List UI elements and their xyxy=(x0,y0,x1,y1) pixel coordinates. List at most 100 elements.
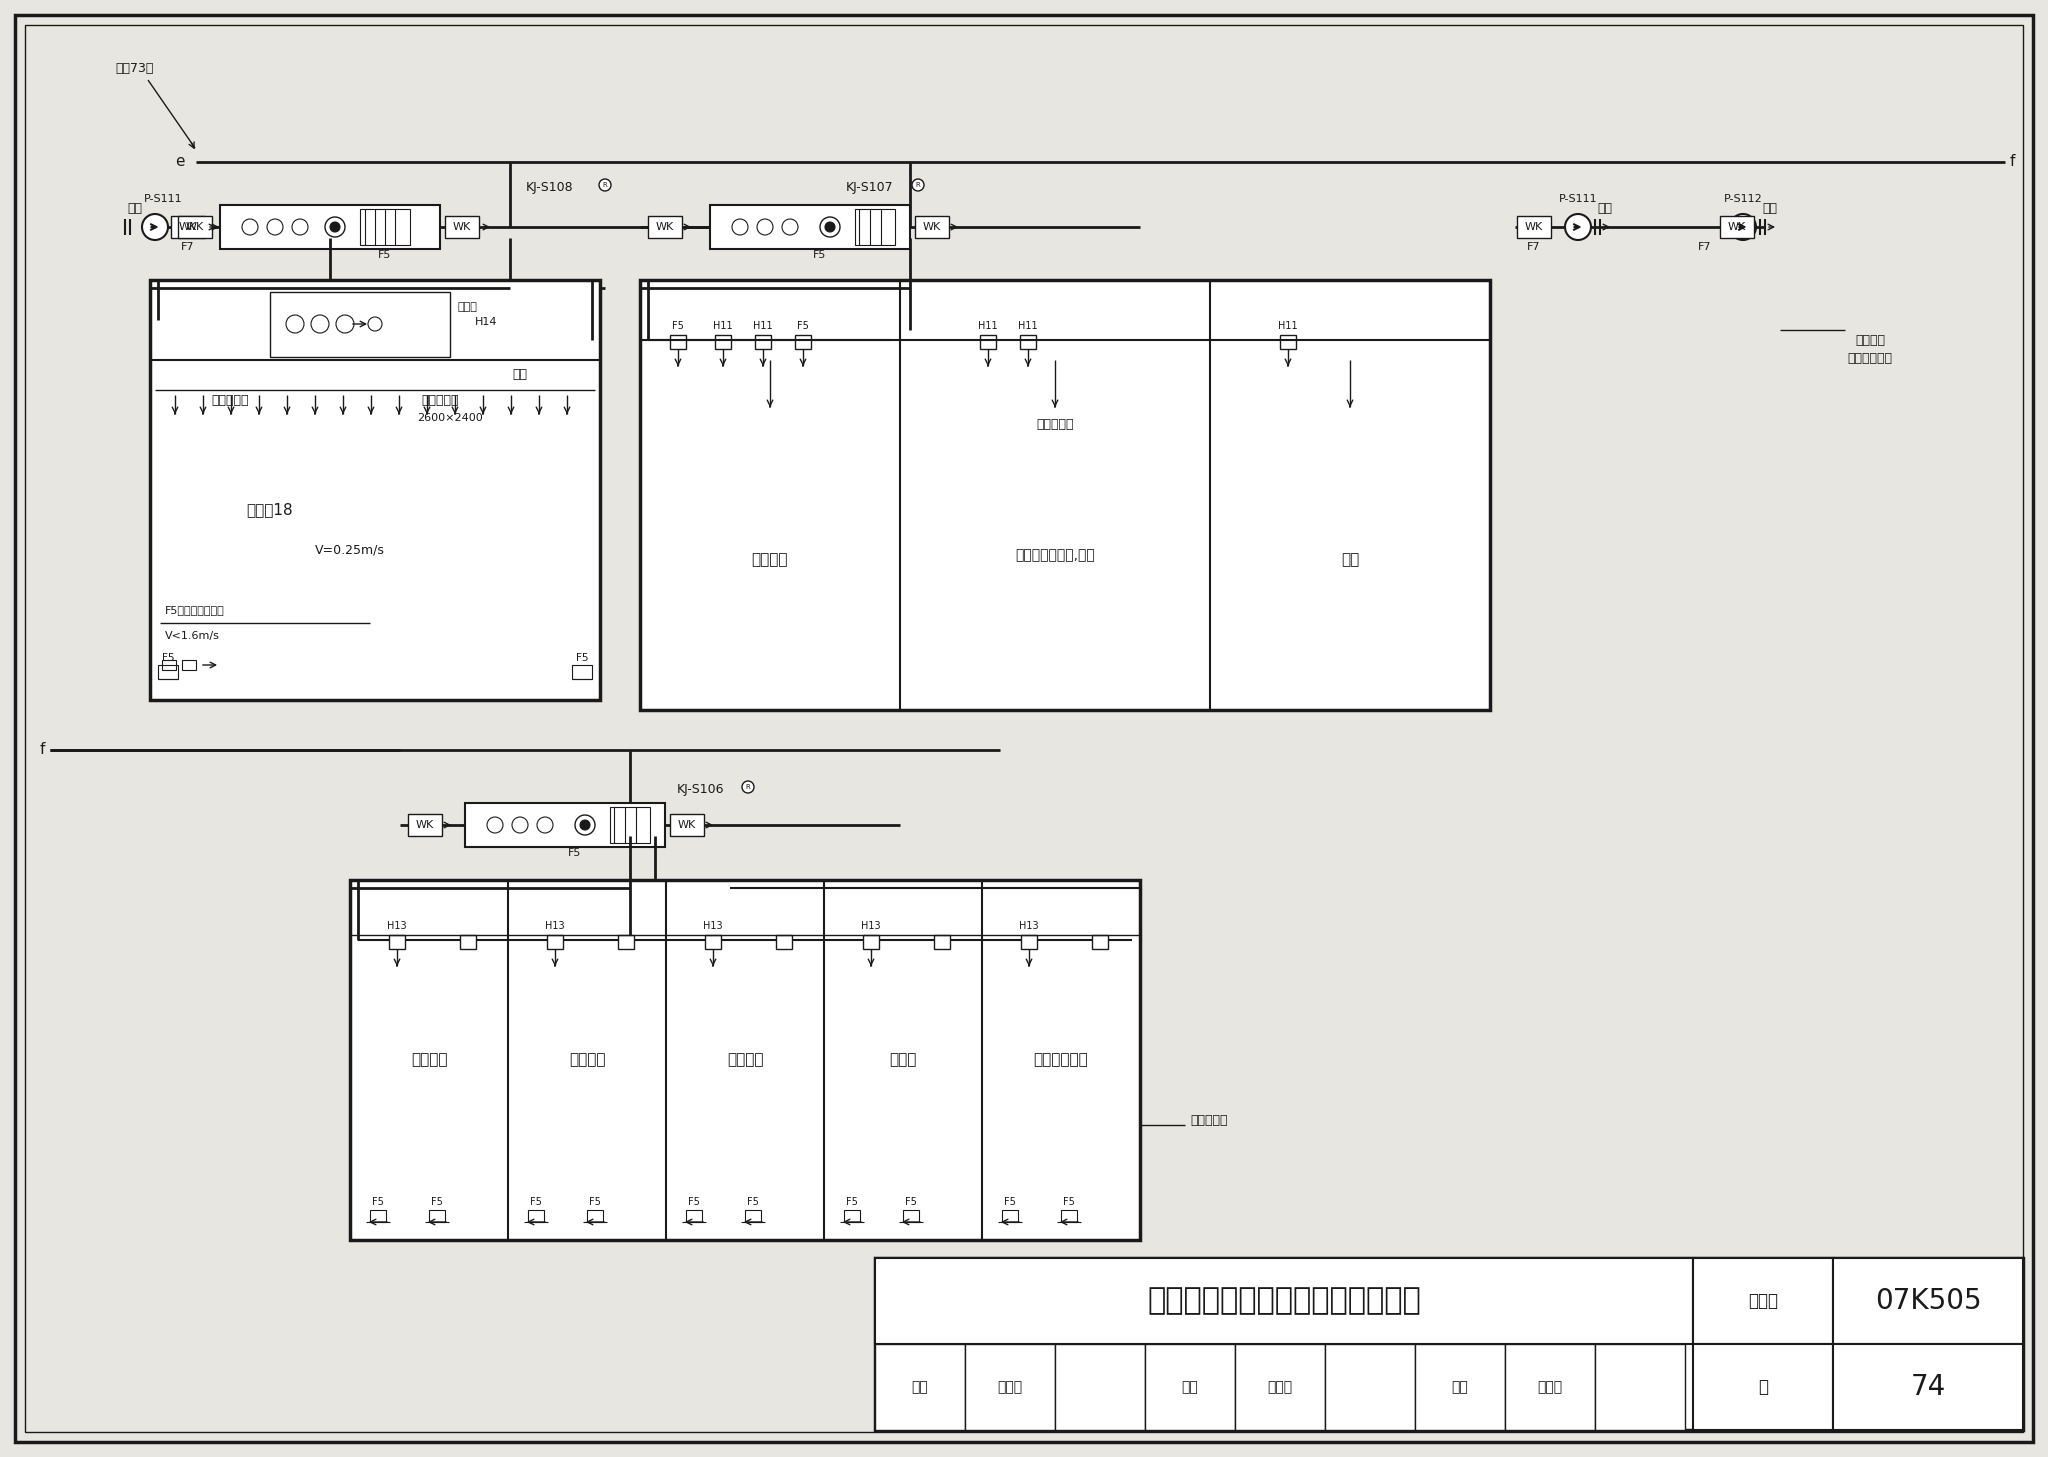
Text: H13: H13 xyxy=(862,921,881,931)
Text: F5: F5 xyxy=(430,1198,442,1206)
Circle shape xyxy=(819,217,840,237)
Text: F5: F5 xyxy=(567,848,582,858)
Text: V<1.6m/s: V<1.6m/s xyxy=(166,631,219,641)
Bar xyxy=(1145,1343,1235,1429)
Circle shape xyxy=(580,820,590,830)
Text: f: f xyxy=(39,743,45,758)
Bar xyxy=(711,205,909,249)
Text: WK: WK xyxy=(1729,221,1747,232)
Text: H11: H11 xyxy=(1278,321,1298,331)
Bar xyxy=(618,935,635,949)
Text: H13: H13 xyxy=(702,921,723,931)
Text: 07K505: 07K505 xyxy=(1874,1287,1980,1316)
Text: e: e xyxy=(176,154,184,169)
Text: 李玉梅: 李玉梅 xyxy=(1538,1380,1563,1394)
Bar xyxy=(1092,935,1108,949)
Circle shape xyxy=(825,221,836,232)
Text: F5: F5 xyxy=(590,1198,600,1206)
Text: WK: WK xyxy=(1526,221,1542,232)
Bar xyxy=(1694,1257,1833,1343)
Bar xyxy=(1001,1209,1018,1222)
Bar xyxy=(639,280,1491,710)
Text: P-S111: P-S111 xyxy=(1559,194,1597,204)
Circle shape xyxy=(1565,214,1591,240)
Bar xyxy=(150,280,600,699)
Bar xyxy=(934,935,950,949)
Bar xyxy=(874,1257,1694,1343)
Bar xyxy=(182,660,197,670)
Bar xyxy=(903,1209,920,1222)
Bar xyxy=(1235,1343,1325,1429)
Text: F5: F5 xyxy=(672,321,684,331)
Bar xyxy=(1518,216,1550,237)
Text: F5: F5 xyxy=(748,1198,760,1206)
Circle shape xyxy=(141,214,168,240)
Bar xyxy=(1415,1343,1505,1429)
Text: H11: H11 xyxy=(1018,321,1038,331)
Bar xyxy=(844,1209,860,1222)
Text: WK: WK xyxy=(924,221,942,232)
Bar xyxy=(1022,935,1036,949)
Text: WK: WK xyxy=(678,820,696,830)
Bar xyxy=(670,335,686,350)
Bar xyxy=(756,335,770,350)
Bar xyxy=(874,1257,2023,1429)
Bar xyxy=(465,803,666,847)
Text: F5: F5 xyxy=(1063,1198,1075,1206)
Text: F5: F5 xyxy=(846,1198,858,1206)
Bar xyxy=(528,1209,545,1222)
Text: KJ-S108: KJ-S108 xyxy=(526,182,573,194)
Circle shape xyxy=(911,179,924,191)
Bar xyxy=(170,216,205,237)
Text: 2600×2400: 2600×2400 xyxy=(418,412,483,423)
Bar xyxy=(428,1209,444,1222)
Text: H11: H11 xyxy=(754,321,772,331)
Bar xyxy=(915,216,948,237)
Bar xyxy=(389,935,406,949)
Circle shape xyxy=(1731,214,1755,240)
Text: 纱网阻尼层: 纱网阻尼层 xyxy=(211,393,248,407)
Text: 房间压差: 房间压差 xyxy=(1855,334,1884,347)
Text: 页: 页 xyxy=(1757,1378,1767,1396)
Text: 赵文成: 赵文成 xyxy=(1268,1380,1292,1394)
Text: WK: WK xyxy=(453,221,471,232)
Bar xyxy=(461,935,475,949)
Text: WK: WK xyxy=(416,820,434,830)
Bar xyxy=(178,216,213,237)
Text: F5: F5 xyxy=(813,251,827,259)
Text: F5: F5 xyxy=(379,251,391,259)
Bar xyxy=(1833,1257,2023,1343)
Text: 室外: 室外 xyxy=(1597,203,1612,216)
Text: 纱网阻尼层: 纱网阻尼层 xyxy=(422,393,459,407)
Bar xyxy=(686,1209,702,1222)
Text: F5: F5 xyxy=(688,1198,700,1206)
Text: H13: H13 xyxy=(387,921,408,931)
Text: WK: WK xyxy=(655,221,674,232)
Bar xyxy=(1694,1343,1833,1429)
Text: P-S112: P-S112 xyxy=(1724,194,1763,204)
Bar xyxy=(610,807,649,844)
Text: KJ-S106: KJ-S106 xyxy=(676,784,723,797)
Text: 自动控制装置: 自动控制装置 xyxy=(1847,351,1892,364)
Text: V=0.25m/s: V=0.25m/s xyxy=(315,543,385,557)
Text: F5: F5 xyxy=(530,1198,543,1206)
Bar xyxy=(854,208,895,245)
Bar xyxy=(647,216,682,237)
Bar xyxy=(1061,1209,1077,1222)
Text: 污物: 污物 xyxy=(1341,552,1360,567)
Text: 设计: 设计 xyxy=(1452,1380,1468,1394)
Bar xyxy=(715,335,731,350)
Text: 接自73页: 接自73页 xyxy=(115,61,154,74)
Bar xyxy=(795,335,811,350)
Text: 手术室18: 手术室18 xyxy=(246,503,293,517)
Text: 灯带: 灯带 xyxy=(512,369,528,382)
Text: KJ-S107: KJ-S107 xyxy=(846,182,893,194)
Bar xyxy=(1505,1343,1595,1429)
Text: F5: F5 xyxy=(797,321,809,331)
Bar xyxy=(1020,335,1036,350)
Text: F5: F5 xyxy=(575,653,588,663)
Text: 中控室: 中控室 xyxy=(889,1052,918,1068)
Bar xyxy=(1720,216,1753,237)
Bar xyxy=(1055,1343,1145,1429)
Bar xyxy=(1833,1343,2023,1429)
